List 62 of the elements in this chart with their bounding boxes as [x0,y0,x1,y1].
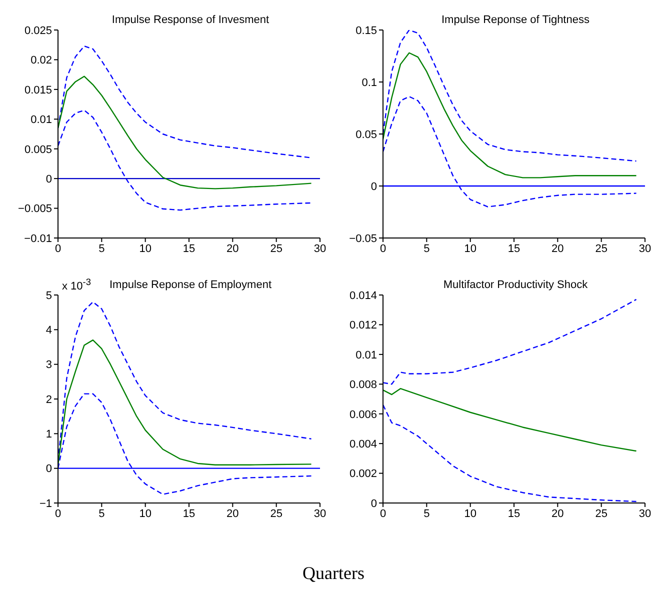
x-tick-label: 10 [464,508,476,520]
y-tick-label: 0.15 [356,24,377,37]
x-tick-label: 10 [139,242,152,255]
x-tick-label: 10 [139,508,152,520]
y-tick-label: 0.015 [24,84,52,96]
x-tick-label: 5 [98,242,105,255]
y-tick-label: 0.006 [349,408,377,421]
y-tick-label: 0.02 [30,54,52,67]
x-tick-label: 15 [508,242,520,255]
y-tick-label: 5 [46,290,52,302]
y-tick-label: 0.01 [30,114,52,126]
y-tick-label: −1 [39,498,52,510]
x-tick-label: 25 [270,242,282,255]
x-tick-label: 0 [54,242,62,255]
y-tick-label: 0.025 [24,24,52,37]
y-axis-title: x 10$^{-3}$ [62,277,91,293]
x-tick-label: 25 [595,508,608,520]
y-tick-label: 0 [46,173,52,186]
x-tick-label: 0 [54,508,62,520]
x-tick-label: 5 [424,242,430,255]
y-tick-label: 3 [46,359,52,372]
x-tick-label: 0 [380,508,386,520]
y-tick-label: 0.002 [349,468,377,480]
y-tick-label: −0.01 [24,232,52,245]
y-tick-label: 0.005 [24,144,52,156]
x-tick-label: 30 [638,508,652,520]
y-tick-label: 0.012 [349,320,377,332]
x-tick-label: 25 [595,242,608,255]
x-tick-label: 5 [98,508,105,520]
y-tick-label: 0.1 [362,76,377,89]
y-tick-label: 0 [370,498,377,510]
x-tick-label: 20 [552,242,564,255]
y-tick-label: 1 [46,428,52,441]
x-tick-label: 30 [314,508,326,520]
x-tick-label: 15 [182,242,196,255]
x-tick-label: 25 [270,508,282,520]
x-tick-label: 15 [182,508,196,520]
x-tick-label: 30 [314,242,326,255]
y-tick-label: 4 [46,324,52,337]
x-tick-label: 20 [226,508,239,520]
x-tick-label: 20 [552,508,564,520]
x-tick-label: 15 [508,508,520,520]
y-tick-label: 0 [46,463,52,476]
y-tick-label: 0.004 [349,438,377,450]
x-tick-label: 20 [226,242,239,255]
y-tick-label: 0.05 [356,128,377,141]
chart-title: Impulse Response of Invesment [110,14,270,26]
chart-title: Impulse Reponse of Employment [109,279,272,291]
y-tick-label: 0.014 [349,290,377,302]
x-axis-title: Quarters [302,563,366,584]
x-tick-label: 10 [464,242,476,255]
y-tick-label: 0 [370,180,377,193]
y-tick-label: 0.008 [349,379,377,392]
y-tick-label: −0.05 [349,232,377,245]
x-tick-label: 5 [424,508,430,520]
y-tick-label: −0.005 [18,203,52,216]
y-tick-label: 2 [46,394,52,406]
x-tick-label: 0 [380,242,386,255]
x-tick-label: 30 [638,242,652,255]
chart-title: Impulse Reponse of Tightness [440,14,590,26]
chart-title: Multifactor Productivity Shock [442,279,589,291]
y-tick-label: 0.01 [356,349,377,362]
